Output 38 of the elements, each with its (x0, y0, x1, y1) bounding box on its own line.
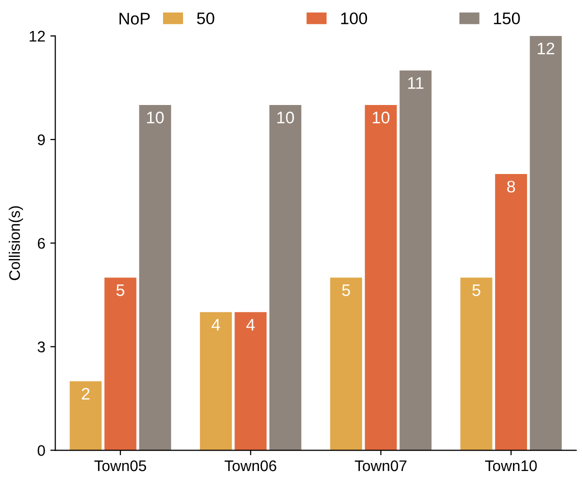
legend-label: 50 (197, 12, 214, 24)
bar (200, 312, 232, 450)
data-label: 8 (507, 180, 515, 192)
data-label: 12 (538, 42, 554, 54)
bar (400, 70, 432, 450)
data-label: 4 (212, 318, 220, 330)
data-label: 11 (408, 77, 424, 89)
y-tick-label: 12 (30, 30, 45, 42)
x-tick-label: Town10 (485, 460, 537, 472)
legend-label: 100 (341, 12, 368, 24)
bar (269, 104, 302, 450)
data-label: 2 (82, 388, 90, 400)
data-label: 5 (472, 284, 480, 296)
data-label: 5 (116, 284, 124, 296)
y-tick-label: 9 (38, 134, 45, 146)
bar (364, 104, 397, 450)
data-label: 4 (246, 318, 255, 330)
legend-label: 150 (494, 12, 520, 24)
y-tick-label: 6 (38, 238, 45, 249)
legend-title: NoP (120, 12, 150, 25)
bar (234, 312, 267, 450)
data-label: 5 (342, 284, 350, 296)
bar (330, 278, 362, 450)
x-tick-label: Town07 (354, 460, 406, 472)
y-tick-label: 0 (38, 445, 45, 456)
y-tick-label: 3 (38, 342, 45, 352)
data-label: 10 (277, 112, 294, 124)
data-label: 10 (147, 112, 164, 124)
data-label: 10 (372, 112, 390, 124)
bar (530, 36, 562, 450)
bar (139, 104, 172, 450)
x-tick-label: Town06 (224, 460, 276, 472)
x-tick-label: Town05 (94, 460, 146, 472)
bar (70, 381, 102, 450)
bar (460, 278, 492, 450)
y-axis-title: Collision(s) (8, 206, 24, 280)
bar (104, 278, 136, 450)
bar (495, 174, 528, 450)
